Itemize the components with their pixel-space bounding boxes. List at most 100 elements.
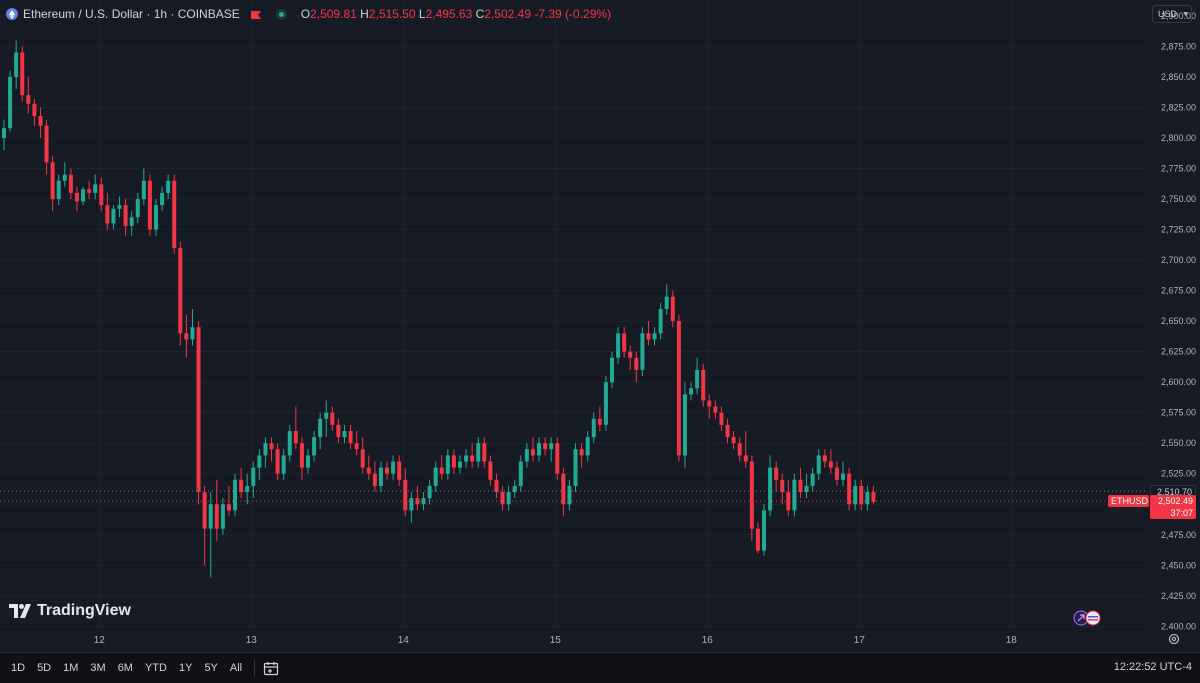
price-chart[interactable] — [0, 0, 1148, 630]
candle — [99, 177, 104, 212]
candle-body — [403, 479, 408, 511]
candle — [853, 479, 858, 511]
candle-body — [318, 418, 323, 438]
candle-body — [372, 473, 377, 486]
logo-text: TradingView — [37, 602, 131, 619]
candle-body — [755, 528, 760, 551]
candle — [433, 461, 438, 493]
candle-body — [464, 455, 469, 462]
ethereum-icon — [6, 8, 18, 20]
candle-body — [306, 455, 310, 468]
candle-body — [312, 437, 317, 456]
candle-body — [652, 333, 657, 340]
candle — [409, 492, 414, 523]
candle — [172, 174, 177, 254]
currency-selector[interactable]: USD ▼ — [1152, 5, 1192, 23]
range-button-1m[interactable]: 1M — [63, 662, 79, 674]
candle-body — [737, 443, 742, 456]
candle-body — [713, 406, 718, 413]
candle-body — [500, 492, 505, 505]
clock[interactable]: 12:22:52 UTC-4 — [1113, 661, 1192, 673]
x-tick-label: 14 — [398, 635, 410, 646]
candle — [512, 479, 517, 499]
candle — [859, 479, 864, 511]
range-button-1d[interactable]: 1D — [11, 662, 26, 674]
candle — [543, 437, 548, 456]
candle-body — [342, 430, 347, 438]
close-value: 2,502.49 — [484, 7, 532, 21]
y-tick-label: 2,700.00 — [1161, 255, 1196, 265]
candle — [336, 418, 341, 444]
candle — [689, 382, 694, 401]
price-axis[interactable]: 2,400.002,425.002,450.002,475.002,500.00… — [1148, 0, 1200, 630]
candle-body — [646, 333, 651, 340]
candle-body — [14, 52, 19, 77]
candle — [44, 119, 49, 175]
candle-body — [190, 327, 195, 340]
events-badge-icon[interactable] — [1071, 610, 1103, 626]
high-label: H — [360, 7, 369, 21]
candle — [470, 443, 475, 468]
y-tick-label: 2,475.00 — [1161, 530, 1196, 540]
candle — [421, 492, 426, 511]
candle-body — [567, 485, 572, 505]
bottom-toolbar: 1D 5D 1M 3M 6M YTD 1Y 5Y All 12:22:52 UTC-4 — [0, 652, 1200, 683]
candle — [318, 412, 323, 450]
candle-body — [99, 184, 104, 206]
candle-body — [378, 467, 383, 486]
candle-body — [524, 449, 529, 462]
range-button-3m[interactable]: 3M — [90, 662, 106, 674]
range-button-5y[interactable]: 5Y — [204, 662, 218, 674]
candle — [366, 455, 371, 480]
candle — [798, 467, 803, 499]
range-button-ytd[interactable]: YTD — [144, 662, 167, 674]
candle-body — [196, 327, 201, 493]
candle — [743, 430, 748, 468]
settings-gear-icon[interactable] — [1167, 632, 1181, 646]
candle — [190, 308, 195, 346]
candle-body — [749, 461, 754, 529]
range-button-5d[interactable]: 5D — [37, 662, 52, 674]
range-button-1y[interactable]: 1Y — [178, 662, 193, 674]
candle-body — [2, 128, 6, 138]
candle-body — [676, 321, 681, 456]
candle-body — [87, 189, 92, 193]
candle-body — [220, 504, 225, 529]
candle — [464, 449, 469, 468]
candle — [676, 315, 681, 462]
ohlc-values: O2,509.81 H2,515.50 L2,495.63 C2,502.49 … — [301, 7, 611, 21]
time-axis[interactable]: 12 13 14 15 16 17 18 — [0, 630, 1148, 652]
candle-body — [573, 449, 578, 486]
y-tick-label: 2,650.00 — [1161, 316, 1196, 326]
candle-body — [707, 400, 712, 407]
candle-body — [561, 473, 566, 505]
currency-label: USD — [1158, 9, 1178, 19]
candle-body — [184, 333, 189, 340]
candle-body — [166, 180, 171, 193]
candle-body — [336, 424, 341, 438]
y-tick-label: 2,750.00 — [1161, 194, 1196, 204]
candle-body — [822, 455, 827, 462]
range-button-all[interactable]: All — [229, 662, 243, 674]
range-button-6m[interactable]: 6M — [117, 662, 133, 674]
candle — [603, 376, 608, 431]
candle — [567, 479, 572, 511]
candle — [494, 473, 499, 499]
candlestick-series — [2, 40, 876, 578]
candle — [719, 406, 724, 431]
symbol-title[interactable]: Ethereum / U.S. Dollar · 1h · COINBASE — [23, 7, 240, 21]
low-label: L — [418, 7, 426, 21]
candle — [506, 485, 511, 511]
candle — [354, 430, 359, 456]
candle-body — [549, 443, 554, 450]
calendar-icon[interactable] — [263, 661, 279, 676]
candle-body — [865, 492, 870, 505]
candle-body — [719, 412, 724, 425]
candle-body — [512, 485, 517, 493]
candle-body — [482, 443, 487, 462]
candle — [178, 241, 183, 346]
candle-body — [26, 95, 31, 104]
flag-icon[interactable] — [250, 9, 262, 19]
market-status-icon[interactable] — [275, 8, 287, 20]
candle-body — [695, 369, 700, 389]
